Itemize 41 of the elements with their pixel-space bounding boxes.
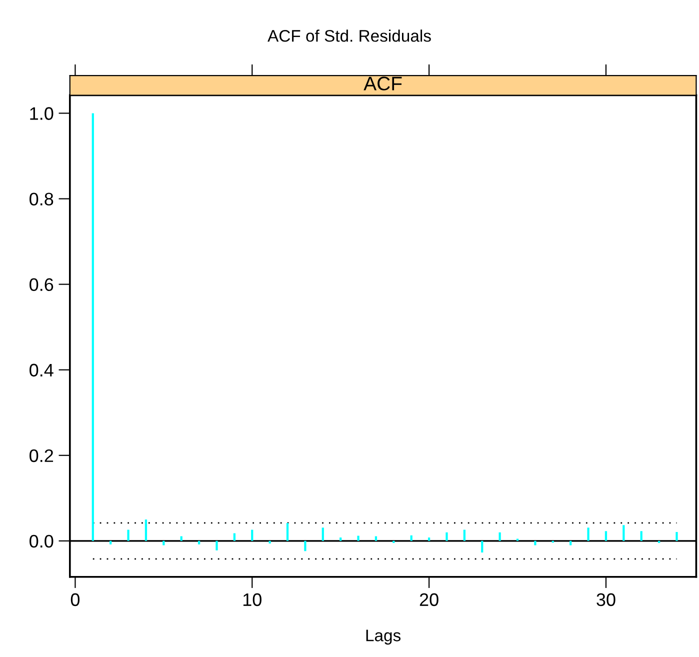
y-tick-label: 0.0 — [30, 534, 54, 548]
bar — [428, 538, 430, 541]
x-axis-title: Lags — [366, 630, 401, 645]
x-tick-label: 10 — [243, 593, 262, 606]
bar — [251, 530, 254, 541]
bar — [127, 530, 130, 541]
bar — [622, 525, 625, 541]
chart-subtitle: ACF — [364, 76, 402, 90]
bar — [410, 535, 412, 541]
bar — [144, 520, 148, 541]
y-tick-label: 0.6 — [30, 278, 54, 292]
bar — [340, 538, 342, 541]
y-tick-label: 1.0 — [30, 107, 54, 120]
bar — [676, 532, 678, 541]
x-tick-label: 0 — [70, 593, 80, 606]
chart-title: ACF of Std. Residuals — [268, 30, 431, 42]
bar — [304, 540, 306, 552]
y-tick-label: 0.8 — [30, 192, 54, 206]
x-tick-label: 20 — [420, 593, 438, 606]
bar — [481, 540, 484, 552]
bar — [640, 531, 642, 541]
bar — [322, 528, 324, 541]
bar — [233, 533, 236, 541]
y-tick-label: 0.2 — [30, 449, 54, 462]
bar — [587, 528, 590, 541]
bar — [604, 531, 608, 541]
bar — [110, 540, 112, 544]
y-tick-label: 0.4 — [30, 364, 54, 377]
bar — [357, 536, 360, 541]
x-tick-label: 30 — [596, 593, 616, 606]
bar — [534, 540, 536, 546]
bar — [268, 540, 271, 544]
bar — [374, 536, 378, 541]
bar — [198, 540, 200, 544]
bar — [180, 536, 182, 541]
bar — [92, 113, 94, 541]
bar — [446, 532, 448, 541]
bar — [216, 540, 218, 550]
bar — [286, 522, 289, 541]
bar — [498, 532, 501, 541]
bar — [463, 530, 466, 541]
